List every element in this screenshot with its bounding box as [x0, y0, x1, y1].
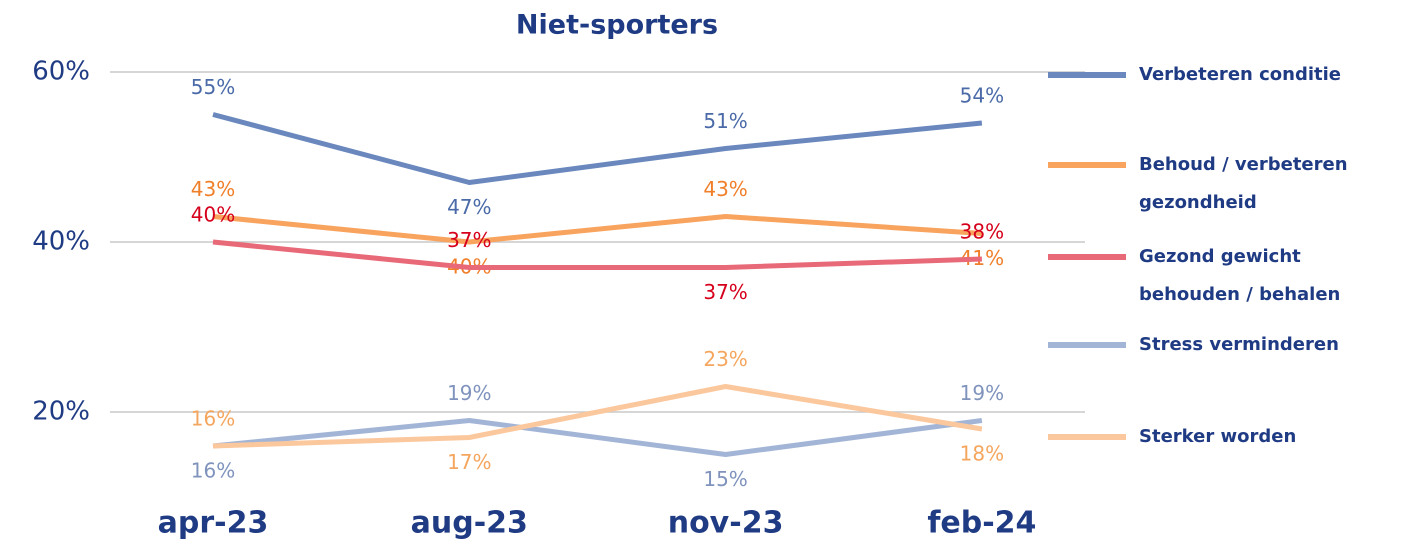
legend-swatch — [1048, 342, 1126, 348]
chart-title: Niet-sporters — [516, 10, 718, 41]
x-tick-label: apr-23 — [158, 506, 269, 541]
data-label: 43% — [191, 177, 235, 201]
x-tick-label: nov-23 — [668, 506, 784, 541]
series-line — [212, 418, 983, 457]
data-label: 17% — [447, 450, 491, 474]
series-line — [212, 239, 982, 270]
data-label: 16% — [191, 407, 235, 431]
series-line — [212, 384, 983, 449]
legend-swatch — [1048, 162, 1126, 168]
legend-swatch — [1048, 434, 1126, 440]
series-line — [212, 214, 983, 245]
data-label: 15% — [703, 467, 747, 491]
data-label: 55% — [191, 75, 235, 99]
legend-label: Behoud / verbeteren gezondheid — [1139, 154, 1348, 213]
y-tick-label: 40% — [32, 227, 90, 257]
legend-label: Stress verminderen — [1139, 334, 1339, 355]
legend-swatch — [1048, 72, 1126, 78]
data-label: 37% — [447, 228, 491, 252]
data-label: 54% — [960, 84, 1004, 108]
x-tick-label: aug-23 — [411, 506, 528, 541]
data-label: 38% — [960, 220, 1004, 244]
y-tick-label: 60% — [32, 57, 90, 87]
data-label: 37% — [703, 280, 747, 304]
data-label: 16% — [191, 459, 235, 483]
legend-label: Sterker worden — [1139, 426, 1297, 447]
data-label: 19% — [960, 381, 1004, 405]
y-tick-label: 20% — [32, 397, 90, 427]
data-label: 19% — [447, 381, 491, 405]
data-label: 43% — [703, 177, 747, 201]
x-tick-label: feb-24 — [927, 506, 1036, 541]
data-label: 18% — [960, 442, 1004, 466]
data-label: 51% — [703, 109, 747, 133]
legend-swatch — [1048, 254, 1126, 260]
data-label: 47% — [447, 195, 491, 219]
data-label: 23% — [703, 347, 747, 371]
series-line — [212, 112, 983, 185]
legend-label: Verbeteren conditie — [1139, 64, 1341, 85]
legend-label: Gezond gewicht behouden / behalen — [1139, 246, 1341, 305]
data-label: 40% — [191, 203, 235, 227]
